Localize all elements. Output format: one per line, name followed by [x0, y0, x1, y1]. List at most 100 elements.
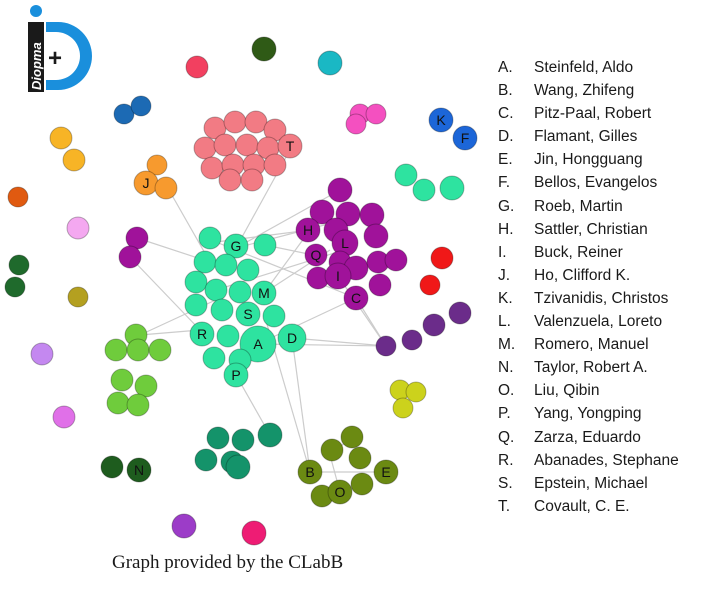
node-label: I [336, 268, 340, 284]
graph-node [49, 126, 73, 150]
graph-node [110, 368, 134, 392]
author-node [277, 323, 307, 353]
graph-node [214, 253, 238, 277]
legend-item: T. Covault, C. E. [498, 495, 679, 518]
author-node [373, 459, 399, 485]
author-node [324, 262, 352, 290]
diopma-logo: Diopma + [28, 5, 92, 92]
graph-node [231, 428, 255, 452]
author-node [223, 233, 249, 259]
legend-item: L. Valenzuela, Loreto [498, 310, 679, 333]
graph-node [327, 177, 353, 203]
graph-node [193, 136, 217, 160]
nodes: KF N T J H L QIC G MS R A D P B E O [4, 36, 478, 546]
graph-node [430, 246, 454, 270]
author-node [327, 479, 353, 505]
edge [291, 337, 387, 347]
legend-author-name: Valenzuela, Loreto [534, 313, 663, 331]
graph-node [422, 313, 446, 337]
graph-node [104, 338, 128, 362]
graph-node [8, 254, 30, 276]
node-label: G [231, 238, 242, 254]
graph-node [345, 113, 367, 135]
legend-item: H. Sattler, Christian [498, 218, 679, 241]
graph-node [134, 374, 158, 398]
author-node [428, 107, 454, 133]
legend-author-name: Steinfeld, Aldo [534, 59, 634, 76]
graph-node [368, 273, 392, 297]
graph-node [225, 454, 251, 480]
graph-node [185, 55, 209, 79]
graph-node [263, 153, 287, 177]
edge [257, 297, 357, 345]
author-node [304, 243, 328, 267]
legend: A. Steinfeld, Aldo B. Wang, Zhifeng C. Pitz-P… [498, 56, 679, 518]
graph-node [241, 520, 267, 546]
legend-author-name: Romero, Manuel [534, 336, 649, 354]
node-label: Q [311, 247, 322, 263]
author-node [343, 285, 369, 311]
graph-node [448, 301, 472, 325]
logo-wordmark-bar [28, 22, 44, 92]
legend-author-name: Pitz-Paal, Robert [534, 105, 652, 123]
legend-letter: D. [498, 128, 514, 146]
logo-d-shape [46, 22, 92, 90]
node-label: O [335, 484, 346, 500]
legend-item: C. Pitz-Paal, Robert [498, 102, 679, 125]
legend-letter: L. [498, 313, 511, 331]
legend-author-name: Bellos, Evangelos [534, 174, 658, 192]
legend-letter: A. [498, 59, 513, 76]
legend-letter: S. [498, 474, 513, 492]
edge [129, 256, 201, 331]
legend-item: B. Wang, Zhifeng [498, 79, 679, 102]
node-label: C [351, 290, 361, 306]
logo-dot [30, 5, 42, 17]
graph-node [198, 226, 222, 250]
graph-node [113, 103, 135, 125]
graph-node [52, 405, 76, 429]
legend-letter: R. [498, 451, 514, 469]
graph-node [350, 472, 374, 496]
graph-node [262, 304, 286, 328]
legend-author-name: Covault, C. E. [534, 497, 630, 515]
graph-node [235, 133, 259, 157]
author-node [235, 301, 261, 327]
graph-node [146, 154, 168, 176]
graph-node [210, 298, 234, 322]
graph-node [218, 168, 242, 192]
graph-node [213, 133, 237, 157]
legend-author-name: Ho, Clifford K. [534, 266, 631, 284]
graph-node [154, 176, 178, 200]
edge [235, 189, 341, 249]
legend-letter: Q. [498, 428, 515, 446]
legend-letter: P. [498, 405, 511, 423]
logo-plus-symbol: + [48, 45, 62, 72]
edge [139, 329, 201, 336]
legend-item: G. Roeb, Martin [498, 195, 679, 218]
node-label: E [381, 464, 390, 480]
author-node [223, 362, 249, 388]
graph-node [244, 110, 268, 134]
legend-item: R. Abanades, Stephane [498, 449, 679, 472]
graph-node [206, 426, 230, 450]
node-label: H [303, 222, 313, 238]
legend-item: P. Yang, Yongping [498, 402, 679, 425]
legend-item: F. Bellos, Evangelos [498, 171, 679, 194]
legend-author-name: Jin, Hongguang [534, 151, 643, 169]
node-label: R [197, 326, 207, 342]
node-label: D [287, 330, 297, 346]
legend-author-name: Epstein, Michael [534, 474, 648, 492]
logo-wordmark: Diopma [29, 42, 44, 90]
graph-node [171, 513, 197, 539]
graph-node [439, 175, 465, 201]
legend-letter: T. [498, 497, 511, 515]
graph-node [130, 95, 152, 117]
legend-author-name: Taylor, Robert A. [534, 359, 648, 377]
graph-node [359, 202, 385, 228]
graph-node [317, 50, 343, 76]
author-node [239, 325, 277, 363]
legend-letter: N. [498, 359, 514, 377]
legend-author-name: Flamant, Gilles [534, 128, 638, 146]
legend-author-name: Roeb, Martin [534, 197, 623, 215]
legend-letter: J. [498, 266, 511, 284]
